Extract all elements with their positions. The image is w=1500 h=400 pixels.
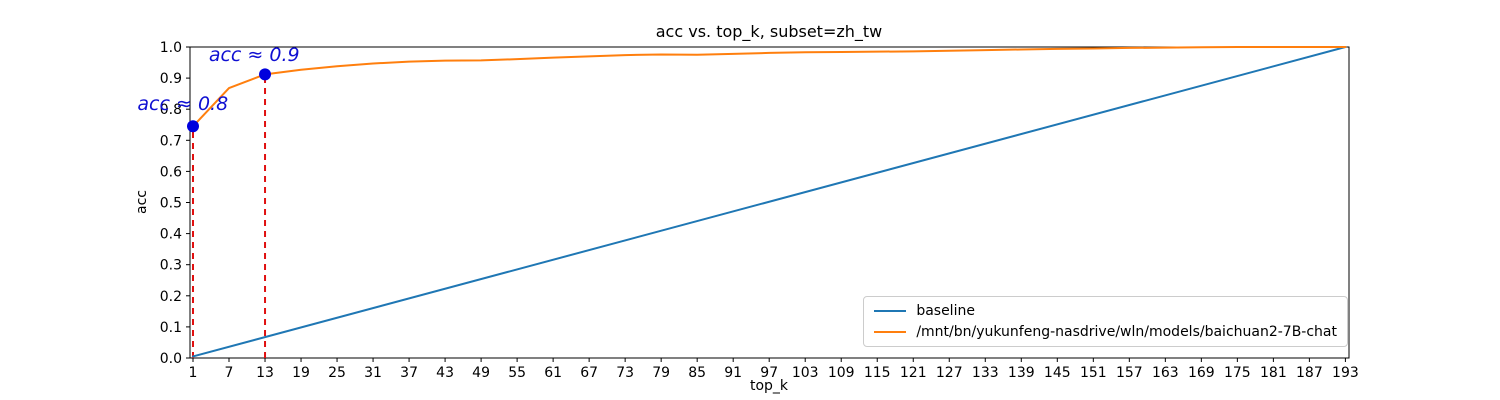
- legend-label-model: /mnt/bn/yukunfeng-nasdrive/wln/models/ba…: [916, 324, 1337, 340]
- x-tick-label: 19: [292, 365, 310, 381]
- y-tick-label: 0.8: [160, 102, 182, 118]
- chart-title: acc vs. top_k, subset=zh_tw: [655, 22, 883, 41]
- x-tick-label: 127: [936, 365, 963, 381]
- y-tick-label: 0.5: [160, 196, 182, 212]
- legend-label-baseline: baseline: [916, 303, 975, 319]
- y-tick-label: 0.7: [160, 133, 182, 149]
- x-tick-label: 7: [225, 365, 234, 381]
- y-tick-label: 0.3: [160, 258, 182, 274]
- plot-border: [189, 46, 1350, 359]
- model-series-line: [192, 46, 1347, 128]
- baseline-line-swatch: [874, 310, 907, 312]
- x-tick-label: 151: [1080, 365, 1107, 381]
- y-tick-label: 0.4: [160, 227, 182, 243]
- x-tick-label: 109: [828, 365, 855, 381]
- x-axis-label: top_k: [749, 378, 789, 394]
- x-tick-label: 73: [616, 365, 634, 381]
- x-tick-label: 175: [1224, 365, 1251, 381]
- x-tick-label: 181: [1260, 365, 1287, 381]
- x-tick-label: 145: [1044, 365, 1071, 381]
- x-tick-label: 55: [508, 365, 526, 381]
- y-tick-label: 0.6: [160, 164, 182, 180]
- x-tick-label: 13: [256, 365, 274, 381]
- x-tick-label: 133: [972, 365, 999, 381]
- y-tick-label: 1.0: [160, 40, 182, 56]
- x-tick-label: 169: [1188, 365, 1215, 381]
- x-tick-label: 31: [364, 365, 382, 381]
- y-tick-label: 0.2: [160, 289, 182, 305]
- y-tick-label: 0.0: [160, 351, 182, 367]
- marker-dot: [259, 68, 272, 81]
- x-tick-label: 85: [688, 365, 706, 381]
- x-tick-label: 157: [1116, 365, 1143, 381]
- x-tick-label: 121: [900, 365, 927, 381]
- x-tick-label: 187: [1296, 365, 1323, 381]
- y-tick-label: 0.9: [160, 71, 182, 87]
- annotation-acc-0-8: acc ≈ 0.8: [137, 92, 229, 115]
- x-tick-label: 91: [724, 365, 742, 381]
- legend-item-model: /mnt/bn/yukunfeng-nasdrive/wln/models/ba…: [874, 324, 1337, 340]
- annotation-acc-0-9: acc ≈ 0.9: [208, 44, 300, 67]
- legend: baseline /mnt/bn/yukunfeng-nasdrive/wln/…: [863, 296, 1348, 347]
- x-tick-label: 115: [864, 365, 891, 381]
- x-tick-label: 103: [792, 365, 819, 381]
- legend-item-baseline: baseline: [874, 303, 1337, 319]
- marker-dot: [187, 120, 200, 133]
- x-tick-label: 193: [1332, 365, 1359, 381]
- x-tick-label: 139: [1008, 365, 1035, 381]
- x-tick-label: 43: [436, 365, 454, 381]
- baseline-series-line: [192, 46, 1347, 358]
- model-line-swatch: [874, 331, 907, 333]
- x-tick-label: 37: [400, 365, 418, 381]
- x-tick-label: 1: [189, 365, 198, 381]
- y-axis-label: acc: [134, 190, 150, 214]
- x-tick-label: 49: [472, 365, 490, 381]
- y-tick-label: 0.1: [160, 320, 182, 336]
- x-tick-label: 97: [760, 365, 778, 381]
- x-tick-label: 79: [652, 365, 670, 381]
- x-tick-label: 25: [328, 365, 346, 381]
- x-tick-label: 163: [1152, 365, 1179, 381]
- x-tick-label: 67: [580, 365, 598, 381]
- x-tick-label: 61: [544, 365, 562, 381]
